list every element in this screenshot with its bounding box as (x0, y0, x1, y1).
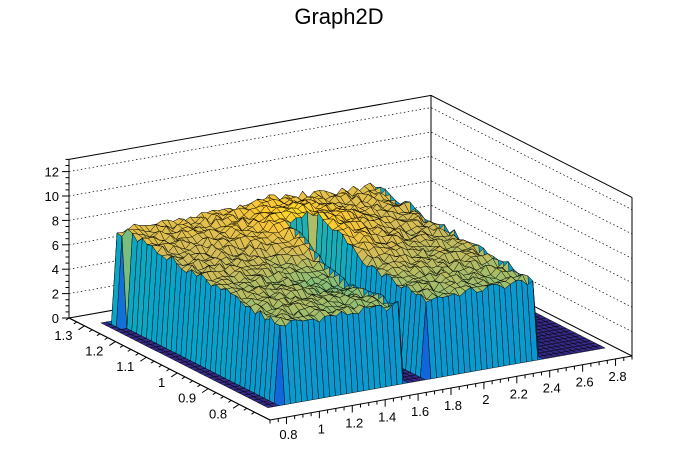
y-tick-mark (232, 403, 240, 409)
y-tick-mark (150, 360, 155, 364)
y-tick-mark (212, 392, 217, 395)
y-tick-mark (96, 333, 101, 337)
y-tick-mark (127, 348, 132, 352)
y-tick-mark (88, 329, 93, 333)
z-tick-label: 4 (52, 262, 59, 277)
y-tick-mark (140, 356, 147, 362)
x-tick-label: 2.4 (543, 381, 561, 396)
y-tick-mark (65, 317, 70, 321)
y-tick-mark (109, 341, 116, 346)
y-tick-mark (158, 364, 163, 368)
y-tick-mark (135, 352, 139, 356)
x-tick-label: 1.2 (345, 415, 363, 430)
y-tick-label: 1.2 (85, 344, 103, 359)
surface-cell (594, 345, 606, 350)
y-tick-mark (220, 396, 224, 399)
y-tick-mark (189, 380, 193, 384)
y-tick-mark (251, 411, 255, 415)
z-tick-label: 12 (45, 165, 59, 180)
x-tick-label: 2.6 (576, 375, 594, 390)
y-tick-label: 1.1 (116, 359, 134, 374)
y-tick-mark (181, 376, 186, 380)
y-tick-mark (104, 337, 108, 341)
y-tick-mark (197, 384, 201, 388)
y-tick-mark (73, 321, 78, 325)
y-tick-label: 0.9 (178, 391, 196, 406)
y-tick-label: 1 (158, 375, 165, 390)
x-tick-label: 2.8 (609, 369, 627, 384)
x-tick-label: 2.2 (510, 386, 528, 401)
y-tick-label: 1.3 (54, 328, 72, 343)
x-tick-label: 0.8 (279, 427, 297, 442)
y-tick-mark (228, 399, 232, 403)
surface-mesh (100, 182, 606, 408)
x-tick-label: 1 (318, 421, 325, 436)
z-tick-label: 8 (52, 213, 59, 228)
x-tick-label: 2 (482, 392, 489, 407)
y-tick-mark (170, 372, 178, 378)
z-axis: 0 2 4 6 8 10 12 (45, 158, 70, 326)
z-tick-label: 6 (52, 238, 59, 253)
y-tick-mark (119, 345, 124, 348)
x-tick-label: 1.8 (444, 398, 462, 413)
z-tick-label: 10 (45, 189, 59, 204)
chart-title: Graph2D (294, 4, 383, 29)
z-tick-label: 0 (52, 311, 59, 326)
y-axis: 0.8 0.9 1 1.1 1.2 1.3 (54, 317, 271, 421)
y-tick-mark (243, 407, 248, 411)
x-tick-label: 1.6 (411, 404, 429, 419)
y-tick-mark (166, 368, 170, 372)
y-tick-mark (201, 388, 209, 394)
x-tick-label: 1.4 (378, 410, 396, 425)
z-tick-label: 2 (52, 287, 59, 302)
top-back-edges (68, 94, 633, 198)
y-tick-mark (78, 325, 85, 331)
y-tick-label: 0.8 (209, 406, 227, 421)
x-axis: 0.8 1 1.2 1.4 1.6 1.8 2 2.2 2.4 2.6 2.8 (269, 356, 633, 442)
